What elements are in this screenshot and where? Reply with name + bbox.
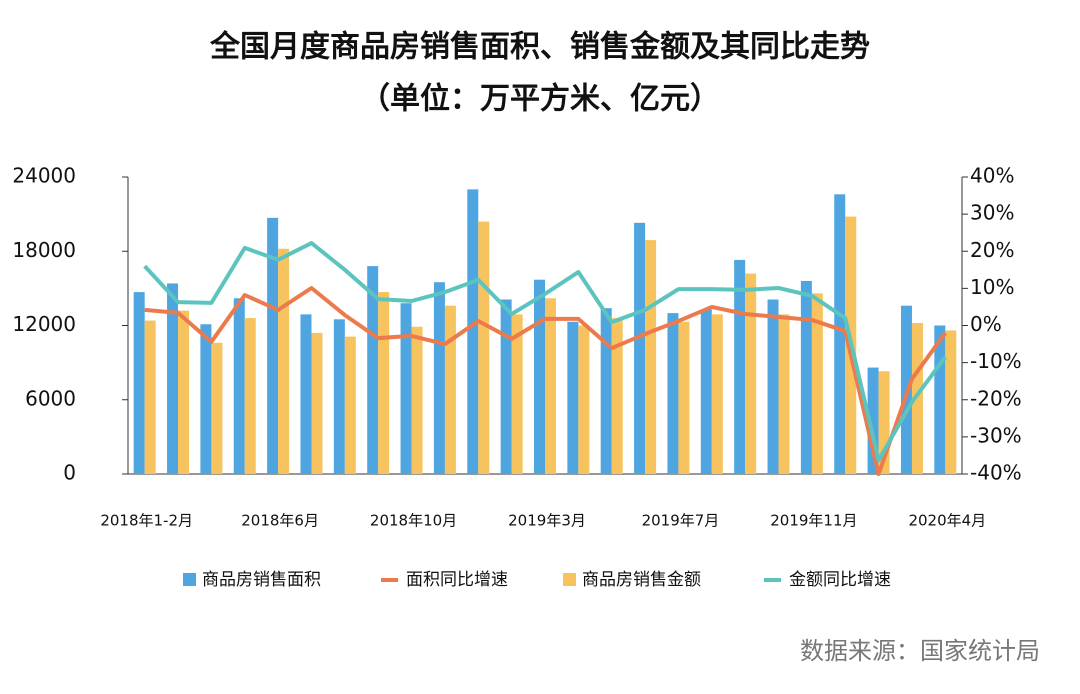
bar <box>467 189 479 474</box>
x-tick-label: 2018年1-2月 <box>100 512 193 530</box>
bar <box>934 325 946 474</box>
y-tick-label: 6000 <box>25 386 76 410</box>
x-tick-label: 2018年6月 <box>241 512 319 530</box>
bar <box>478 221 490 474</box>
bar <box>578 325 590 474</box>
bar <box>133 292 145 474</box>
bar <box>333 319 345 474</box>
bar <box>433 282 445 474</box>
bar <box>945 330 957 474</box>
x-tick-label: 2019年7月 <box>642 512 720 530</box>
bar <box>867 367 879 474</box>
bar <box>167 283 179 474</box>
legend-label: 金额同比增速 <box>789 570 891 590</box>
bar <box>211 342 223 474</box>
bar <box>400 303 412 474</box>
legend-label: 面积同比增速 <box>406 570 508 590</box>
bar <box>367 266 379 474</box>
bar <box>878 371 890 474</box>
bar <box>278 248 290 474</box>
y2-tick-label: 0% <box>970 312 1002 336</box>
bar <box>911 323 923 474</box>
bar <box>734 259 746 474</box>
y-tick-label: 24000 <box>12 164 76 188</box>
bar <box>745 273 757 474</box>
chart-subtitle: （单位：万平方米、亿元） <box>360 82 720 117</box>
bar <box>378 292 390 474</box>
legend-label: 商品房销售面积 <box>202 570 321 590</box>
y2-tick-label: -10% <box>970 349 1022 373</box>
y2-tick-label: 40% <box>970 164 1014 188</box>
legend-swatch <box>183 573 196 586</box>
line-series <box>143 241 947 463</box>
x-tick-label: 2018年10月 <box>370 512 457 530</box>
bar <box>200 324 212 474</box>
x-tick-label: 2019年11月 <box>770 512 857 530</box>
bar <box>311 332 323 474</box>
line-series <box>144 286 947 476</box>
bar <box>634 222 646 474</box>
bar <box>834 194 846 474</box>
bar <box>300 314 312 474</box>
bar <box>767 299 779 474</box>
x-tick-label: 2019年3月 <box>508 512 586 530</box>
y2-tick-label: 10% <box>970 275 1014 299</box>
bar <box>500 299 512 474</box>
bar <box>611 318 623 474</box>
y2-tick-label: 30% <box>970 201 1014 225</box>
bar <box>811 293 823 474</box>
bar <box>778 314 790 474</box>
bar <box>267 217 279 474</box>
bar <box>144 320 156 474</box>
source-note: 数据来源：国家统计局 <box>800 637 1040 665</box>
y-tick-label: 18000 <box>12 238 76 262</box>
bar <box>411 326 423 474</box>
y2-tick-label: -20% <box>970 386 1022 410</box>
legend-swatch <box>563 573 576 586</box>
bar <box>444 305 456 474</box>
bar <box>667 313 679 474</box>
bar <box>711 314 723 474</box>
bar <box>233 298 245 474</box>
y2-tick-label: 20% <box>970 238 1014 262</box>
bar <box>800 280 812 474</box>
chart-title: 全国月度商品房销售面积、销售金额及其同比走势 <box>209 30 870 65</box>
y-tick-label: 12000 <box>12 312 76 336</box>
x-tick-label: 2020年4月 <box>908 512 986 530</box>
bar <box>678 321 690 474</box>
legend-label: 商品房销售金额 <box>582 570 701 590</box>
y2-tick-label: -40% <box>970 461 1022 485</box>
bar <box>244 318 256 474</box>
bar <box>511 314 523 474</box>
bar <box>344 336 356 474</box>
bar <box>178 310 190 474</box>
bar <box>567 321 579 474</box>
bar <box>600 308 612 474</box>
y-tick-label: 0 <box>63 461 76 485</box>
bar <box>645 240 657 474</box>
bar <box>534 279 545 474</box>
y2-tick-label: -30% <box>970 423 1022 447</box>
bar <box>545 298 556 474</box>
bar <box>700 309 712 474</box>
